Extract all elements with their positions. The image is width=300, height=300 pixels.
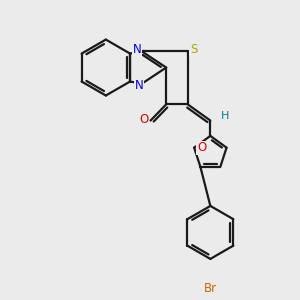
Text: S: S — [190, 44, 197, 56]
Text: Br: Br — [204, 282, 217, 296]
Text: H: H — [221, 111, 229, 121]
Text: O: O — [140, 112, 149, 126]
Text: O: O — [197, 141, 206, 154]
Text: N: N — [134, 79, 143, 92]
Text: N: N — [133, 44, 142, 56]
